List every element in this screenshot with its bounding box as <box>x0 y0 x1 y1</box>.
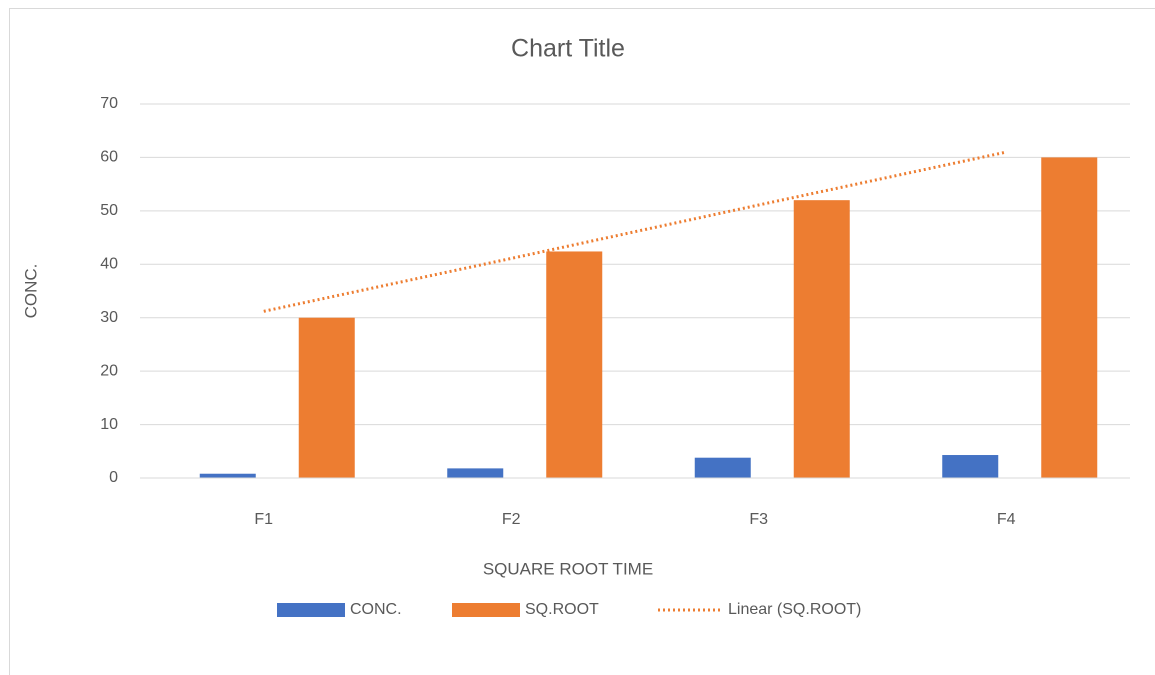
bar <box>447 468 504 478</box>
legend-label: CONC. <box>350 601 402 618</box>
trendline <box>263 150 1007 313</box>
legend-swatch <box>277 603 345 617</box>
bar <box>546 251 603 478</box>
y-tick-label: 50 <box>100 202 118 219</box>
y-tick-label: 30 <box>100 309 118 326</box>
y-tick-label: 70 <box>100 95 118 112</box>
y-tick-label: 20 <box>100 362 118 379</box>
x-tick-label: F2 <box>502 511 521 528</box>
legend-swatch <box>452 603 520 617</box>
y-axis-label: CONC. <box>21 264 40 319</box>
y-tick-label: 10 <box>100 416 118 433</box>
x-tick-label: F4 <box>997 511 1016 528</box>
bar <box>199 473 256 478</box>
x-axis-label: SQUARE ROOT TIME <box>483 559 653 578</box>
y-tick-label: 40 <box>100 256 118 273</box>
y-tick-label: 0 <box>109 469 118 486</box>
bar <box>1041 157 1098 478</box>
bar <box>942 455 999 478</box>
bar <box>694 457 751 478</box>
x-tick-label: F1 <box>254 511 273 528</box>
chart-title: Chart Title <box>511 35 625 63</box>
bar <box>298 317 355 478</box>
x-tick-label: F3 <box>749 511 768 528</box>
bar <box>793 200 850 478</box>
y-tick-label: 60 <box>100 149 118 166</box>
legend-label: SQ.ROOT <box>525 601 599 618</box>
legend-label: Linear (SQ.ROOT) <box>728 601 861 618</box>
